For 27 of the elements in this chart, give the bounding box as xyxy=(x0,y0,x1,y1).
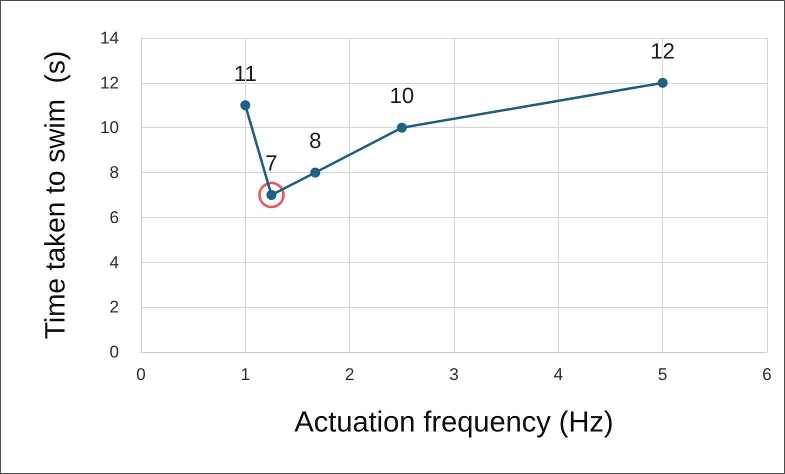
point xyxy=(310,168,320,178)
x-tick-label: 4 xyxy=(554,365,564,384)
y-tick-label: 12 xyxy=(100,73,119,92)
x-tick-label: 1 xyxy=(240,365,250,384)
point xyxy=(240,100,250,110)
y-tick-label: 10 xyxy=(100,118,119,138)
x-tick-label: 6 xyxy=(762,365,772,384)
point xyxy=(258,182,285,208)
x-axis-title: Actuation frequency (Hz) xyxy=(294,406,614,438)
y-tick-label: 6 xyxy=(110,208,119,227)
y-tick-label: 0 xyxy=(110,342,119,362)
y-tick-label: 14 xyxy=(100,28,119,48)
y-axis-title: Time taken to swim (s) xyxy=(40,50,70,340)
x-tick-label: 5 xyxy=(658,365,668,384)
point xyxy=(396,122,407,133)
x-tick-label: 2 xyxy=(344,365,354,384)
x-tick-label: 3 xyxy=(449,365,459,384)
data-label: 10 xyxy=(390,83,414,108)
data-label: 11 xyxy=(234,60,257,86)
data-label: 8 xyxy=(309,128,322,154)
y-tick-label: 8 xyxy=(110,163,119,182)
y-tick-label: 4 xyxy=(110,252,119,272)
x-tick-label: 0 xyxy=(136,365,146,384)
data-label: 7 xyxy=(265,150,278,176)
point xyxy=(658,78,668,88)
data-label: 12 xyxy=(650,38,675,64)
y-tick-label: 2 xyxy=(110,298,119,317)
